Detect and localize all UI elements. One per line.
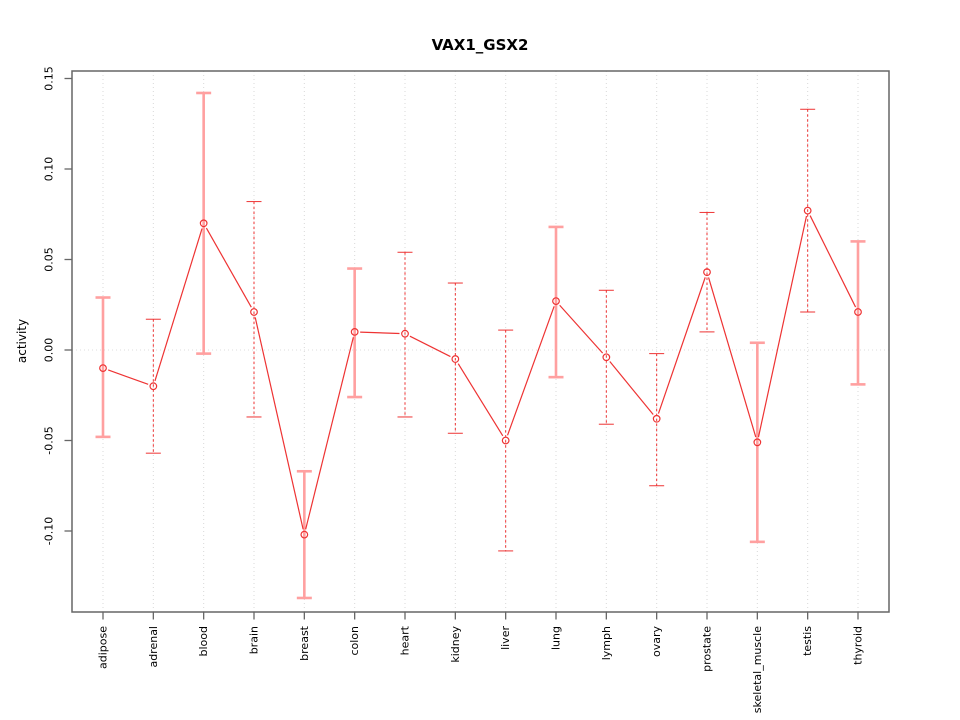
- data-point-testis: [803, 206, 812, 215]
- series-segment: [254, 317, 304, 530]
- x-tick-label-adrenal: adrenal: [147, 626, 160, 668]
- data-point-thyroid: [854, 308, 862, 316]
- y-tick-label: -0.05: [43, 426, 56, 454]
- series-segment: [609, 361, 654, 415]
- x-tick-label-thyroid: thyroid: [851, 626, 864, 665]
- x-tick-label-breast: breast: [298, 625, 311, 661]
- chart-title: VAX1_GSX2: [432, 36, 529, 54]
- series-segment: [154, 228, 203, 382]
- data-point-adrenal: [149, 382, 158, 391]
- series-segment: [457, 363, 504, 437]
- x-tick-label-colon: colon: [348, 626, 361, 656]
- data-point-kidney: [451, 355, 460, 363]
- plot-box: [71, 70, 890, 613]
- x-tick-label-kidney: kidney: [449, 626, 462, 663]
- x-tick-label-adipose: adipose: [97, 626, 110, 669]
- series-segment: [657, 277, 706, 414]
- x-tick-label-liver: liver: [499, 626, 512, 650]
- data-point-adipose: [99, 364, 107, 373]
- series-segment: [809, 215, 857, 308]
- series-segment: [559, 304, 604, 354]
- data-point-colon: [350, 328, 359, 336]
- series-segment: [107, 369, 149, 385]
- data-point-skeletal_muscle: [753, 438, 762, 447]
- data-point-blood: [199, 219, 208, 228]
- chart-layer: 0.15 0.10 0.05 0.00 -0.05 -0.10 adipose adrenal…: [43, 66, 890, 713]
- data-point-lung: [552, 297, 560, 306]
- y-tick-label: 0.10: [43, 157, 56, 182]
- series-segment: [757, 215, 808, 438]
- data-point-heart: [401, 329, 409, 338]
- data-point-ovary: [652, 414, 661, 423]
- data-point-brain: [250, 308, 258, 316]
- y-tick-label: 0.00: [43, 338, 56, 363]
- x-tick-label-blood: blood: [197, 626, 210, 656]
- y-tick-label: 0.05: [43, 247, 56, 272]
- series-segment: [707, 277, 757, 438]
- y-tick-label: -0.10: [43, 517, 56, 545]
- x-tick-label-lymph: lymph: [600, 626, 613, 660]
- x-tick-label-brain: brain: [247, 626, 260, 654]
- series-segment: [409, 335, 451, 358]
- x-tick-label-prostate: prostate: [700, 626, 713, 672]
- x-tick-label-testis: testis: [801, 626, 814, 656]
- x-tick-label-ovary: ovary: [650, 626, 663, 658]
- data-point-lymph: [602, 353, 611, 362]
- series-segment: [305, 337, 354, 530]
- x-tick-label-skeletal_muscle: skeletal_muscle: [751, 626, 764, 713]
- x-tick-label-heart: heart: [398, 625, 411, 655]
- data-point-liver: [501, 436, 510, 445]
- series-segment: [205, 227, 252, 308]
- x-tick-label-lung: lung: [549, 626, 562, 650]
- series-segment: [506, 306, 555, 436]
- data-point-prostate: [703, 268, 711, 277]
- y-axis-label: activity: [15, 319, 29, 363]
- y-tick-label: 0.15: [43, 66, 56, 91]
- data-point-breast: [300, 530, 309, 539]
- series-segment: [360, 331, 400, 335]
